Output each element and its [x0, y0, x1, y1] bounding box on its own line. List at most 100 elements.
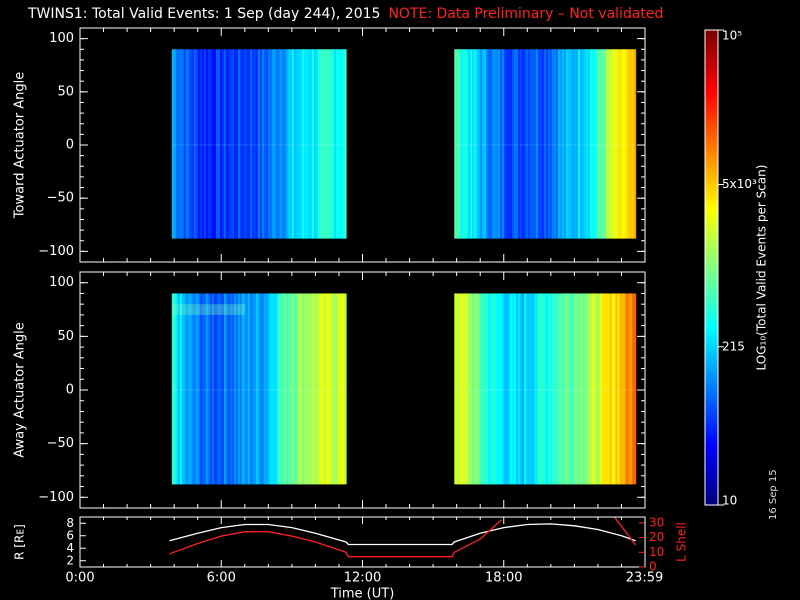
- heatmap-column: [297, 49, 301, 239]
- colorbar-step: [705, 141, 718, 147]
- heatmap-column: [225, 49, 229, 239]
- heatmap-column: [488, 293, 491, 485]
- heatmap-column: [458, 293, 461, 485]
- colorbar-step: [705, 315, 718, 320]
- colorbar-step: [705, 213, 718, 218]
- heatmap-column: [482, 293, 485, 485]
- heatmap-column: [231, 49, 235, 239]
- heatmap-column: [207, 49, 211, 239]
- colorbar-step: [705, 291, 718, 296]
- heatmap-column: [211, 293, 215, 485]
- heatmap-column: [629, 49, 633, 239]
- heatmap-column: [213, 293, 217, 485]
- heatmap-column: [303, 293, 307, 485]
- heatmap-column: [175, 293, 179, 485]
- colorbar-step: [705, 389, 718, 394]
- heatmap-column: [514, 49, 517, 239]
- heatmap-column: [281, 293, 285, 485]
- heatmap-column: [545, 293, 549, 485]
- heatmap-column: [225, 293, 229, 485]
- heatmap-column: [239, 293, 243, 485]
- heatmap-column: [207, 293, 211, 485]
- heatmap-column: [591, 49, 595, 239]
- lshell-axis-label: L Shell: [675, 522, 689, 562]
- heatmap-column: [279, 293, 283, 485]
- heatmap-column: [187, 293, 191, 485]
- heatmap-column: [237, 293, 241, 485]
- preliminary-note: NOTE: Data Preliminary – Not validated: [388, 6, 664, 22]
- heatmap-column: [494, 49, 497, 239]
- heatmap-column: [617, 293, 621, 485]
- heatmap-panel-away: [171, 293, 637, 485]
- heatmap-column: [587, 49, 591, 239]
- colorbar-step: [705, 148, 718, 153]
- heatmap-column: [535, 49, 539, 239]
- heatmap-column: [555, 49, 559, 239]
- heatmap-column: [277, 293, 281, 485]
- colorbar-step: [705, 63, 718, 69]
- heatmap-column: [215, 49, 219, 239]
- heatmap-column: [181, 49, 185, 239]
- colorbar-frame: [704, 29, 719, 506]
- heatmap-column: [629, 293, 633, 485]
- heatmap-column: [533, 49, 537, 239]
- heatmap-column: [573, 49, 577, 239]
- colorbar-step: [705, 311, 718, 316]
- heatmap-column: [233, 293, 237, 485]
- heatmap-column: [340, 49, 343, 239]
- heatmap-column: [462, 49, 465, 239]
- heatmap-column: [197, 293, 201, 485]
- heatmap-column: [504, 49, 507, 239]
- colorbar-step: [705, 260, 718, 265]
- heatmap-column: [289, 293, 293, 485]
- y-tick-label: 100: [49, 275, 74, 290]
- heatmap-column: [247, 293, 251, 485]
- zero-angle-band: [454, 389, 636, 391]
- heatmap-column: [330, 293, 333, 485]
- heatmap-column: [203, 293, 207, 485]
- heatmap-column: [621, 293, 625, 485]
- colorbar-step: [705, 355, 718, 360]
- heatmap-column: [577, 293, 581, 485]
- colorbar-step: [705, 220, 718, 225]
- heatmap-column: [265, 293, 269, 485]
- colorbar-step: [705, 216, 718, 221]
- colorbar-step: [705, 179, 718, 184]
- heatmap-column: [621, 49, 625, 239]
- heatmap-column: [520, 49, 523, 239]
- heatmap-column: [565, 293, 569, 485]
- colorbar-step: [705, 36, 718, 41]
- heatmap-column: [309, 293, 313, 485]
- heatmap-column: [496, 293, 499, 485]
- heatmap-column: [185, 293, 189, 485]
- heatmap-column: [209, 49, 213, 239]
- heatmap-column: [235, 49, 239, 239]
- lshell-line: [169, 517, 637, 558]
- heatmap-column: [257, 293, 261, 485]
- heatmap-column: [613, 49, 617, 239]
- colorbar-step: [705, 376, 718, 381]
- heatmap-column: [528, 293, 531, 485]
- colorbar-step: [705, 460, 718, 466]
- heatmap-column: [530, 293, 533, 485]
- heatmap-column: [524, 49, 527, 239]
- heatmap-column: [593, 293, 597, 485]
- heatmap-column: [209, 293, 213, 485]
- heatmap-column: [261, 49, 265, 239]
- colorbar-step: [705, 440, 718, 445]
- heatmap-column: [456, 293, 459, 485]
- heatmap-column: [179, 293, 183, 485]
- heatmap-column: [221, 293, 225, 485]
- colorbar-step: [705, 169, 718, 174]
- heatmap-column: [460, 49, 463, 239]
- heatmap-column: [484, 49, 487, 239]
- heatmap-column: [502, 49, 505, 239]
- heatmap-column: [271, 293, 275, 485]
- heatmap-column: [573, 293, 577, 485]
- heatmap-column: [482, 49, 485, 239]
- colorbar-step: [705, 206, 718, 211]
- heatmap-column: [267, 293, 271, 485]
- heatmap-column: [565, 49, 569, 239]
- colorbar-step: [705, 270, 718, 276]
- heatmap-column: [490, 293, 493, 485]
